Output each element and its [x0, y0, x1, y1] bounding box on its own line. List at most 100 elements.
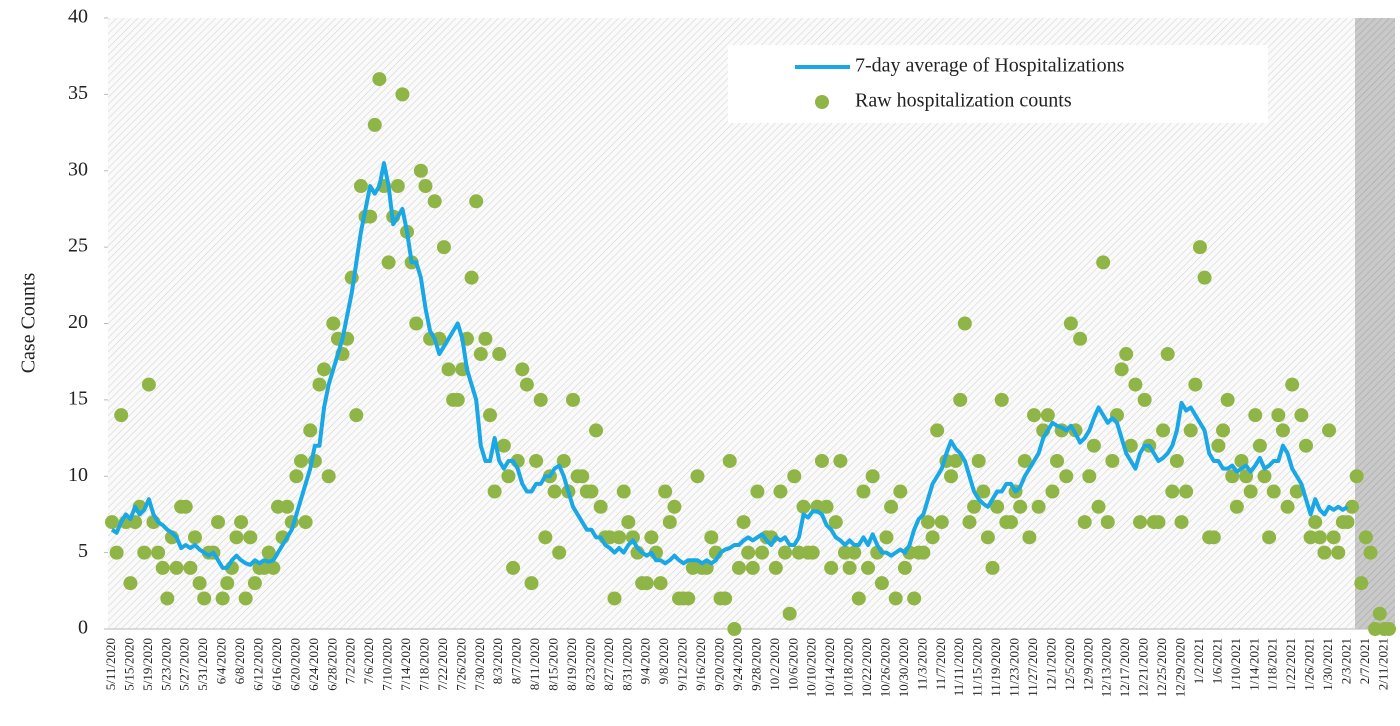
x-tick-label: 7/18/2020 [416, 638, 431, 691]
data-point [681, 591, 696, 606]
x-tick-label: 12/25/2020 [1154, 638, 1169, 697]
data-point [741, 545, 756, 560]
data-point [183, 560, 198, 575]
data-point [1160, 347, 1175, 362]
x-tick-label: 10/22/2020 [859, 638, 874, 697]
data-point [317, 362, 332, 377]
data-point [1114, 362, 1129, 377]
x-tick-label: 12/17/2020 [1117, 638, 1132, 697]
x-tick-label: 1/2/2021 [1191, 638, 1206, 684]
legend-box [728, 45, 1268, 123]
data-point [584, 484, 599, 499]
y-tick-label: 25 [68, 235, 88, 257]
data-point [690, 469, 705, 484]
x-tick-label: 8/3/2020 [490, 638, 505, 684]
x-tick-label: 6/4/2020 [214, 638, 229, 684]
data-point [773, 484, 788, 499]
x-tick-label: 5/31/2020 [195, 638, 210, 691]
data-point [920, 515, 935, 530]
x-tick-label: 9/16/2020 [693, 638, 708, 691]
x-tick-label: 6/16/2020 [269, 638, 284, 691]
data-point [298, 515, 313, 530]
data-point [1289, 484, 1304, 499]
data-point [215, 591, 230, 606]
data-point [787, 469, 802, 484]
data-point [321, 469, 336, 484]
data-point [607, 591, 622, 606]
data-point [865, 469, 880, 484]
x-tick-label: 7/22/2020 [435, 638, 450, 691]
data-point [515, 362, 530, 377]
x-tick-label: 7/2/2020 [343, 638, 358, 684]
x-tick-label: 12/1/2020 [1043, 638, 1058, 691]
x-tick-label: 12/5/2020 [1062, 638, 1077, 691]
data-point [1082, 469, 1097, 484]
data-point [861, 560, 876, 575]
data-point [856, 484, 871, 499]
data-point [137, 545, 152, 560]
data-point [547, 484, 562, 499]
x-tick-label: 8/7/2020 [509, 638, 524, 684]
y-axis-label: Case Counts [18, 273, 40, 374]
data-point [824, 560, 839, 575]
data-point [487, 484, 502, 499]
data-point [238, 591, 253, 606]
data-point [612, 530, 627, 545]
data-point [962, 515, 977, 530]
data-point [745, 560, 760, 575]
data-point [1013, 499, 1028, 514]
data-point [944, 469, 959, 484]
data-point [1050, 453, 1065, 468]
x-tick-label: 12/9/2020 [1080, 638, 1095, 691]
data-point [229, 530, 244, 545]
data-point [1003, 515, 1018, 530]
data-point [704, 530, 719, 545]
data-point [1077, 515, 1092, 530]
data-point [381, 255, 396, 270]
data-point [1363, 545, 1378, 560]
data-point [395, 87, 410, 102]
data-point [1096, 255, 1111, 270]
x-tick-label: 1/10/2021 [1228, 638, 1243, 691]
data-point [519, 377, 534, 392]
data-point [1211, 438, 1226, 453]
data-point [967, 499, 982, 514]
x-tick-label: 9/8/2020 [656, 638, 671, 684]
data-point [303, 423, 318, 438]
data-point [1354, 576, 1369, 591]
y-tick-label: 10 [68, 464, 88, 486]
x-tick-label: 2/11/2021 [1375, 638, 1390, 690]
x-tick-label: 9/28/2020 [748, 638, 763, 691]
data-point [141, 377, 156, 392]
data-point [1248, 408, 1263, 423]
legend-label: Raw hospitalization counts [855, 90, 1072, 112]
data-point [1271, 408, 1286, 423]
data-point [1372, 606, 1387, 621]
data-point [211, 515, 226, 530]
data-point [1220, 392, 1235, 407]
data-point [243, 530, 258, 545]
data-point [722, 453, 737, 468]
x-tick-label: 1/6/2021 [1209, 638, 1224, 684]
y-tick-label: 15 [68, 387, 88, 409]
data-point [833, 453, 848, 468]
data-point [501, 469, 516, 484]
y-tick-label: 5 [78, 540, 88, 562]
data-point [187, 530, 202, 545]
x-tick-label: 11/3/2020 [914, 638, 929, 690]
x-tick-label: 9/24/2020 [730, 638, 745, 691]
data-point [409, 316, 424, 331]
x-tick-label: 11/23/2020 [1007, 638, 1022, 697]
data-point [1027, 408, 1041, 423]
data-point [1326, 530, 1341, 545]
data-point [653, 576, 668, 591]
x-tick-label: 9/4/2020 [638, 638, 653, 684]
data-point [990, 499, 1005, 514]
data-point [413, 163, 428, 178]
data-point [1322, 423, 1337, 438]
x-tick-label: 8/15/2020 [546, 638, 561, 691]
data-point [930, 423, 945, 438]
data-point [169, 560, 184, 575]
data-point [1063, 316, 1078, 331]
data-point [971, 453, 986, 468]
